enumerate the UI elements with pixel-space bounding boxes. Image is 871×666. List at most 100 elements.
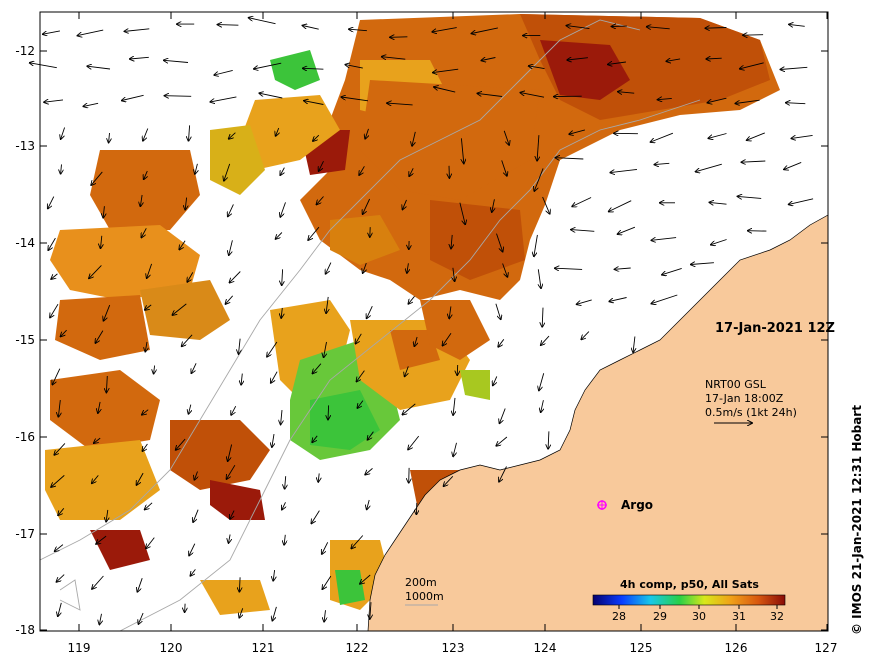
current-vector (91, 171, 103, 185)
current-vector (164, 60, 189, 62)
y-axis: -12 -13 -14 -15 -16 -17 -18 (15, 44, 828, 637)
current-vector (541, 335, 550, 345)
current-vector (577, 299, 592, 304)
current-vector (365, 468, 373, 474)
x-tick: 122 (346, 12, 368, 655)
current-vector (230, 510, 235, 519)
x-tick: 126 (725, 12, 747, 655)
current-vector (57, 574, 65, 582)
land-mass (367, 214, 828, 631)
current-vector (572, 197, 592, 207)
x-tick: 120 (160, 12, 182, 655)
colorbar-tick: 31 (732, 605, 746, 623)
current-vector (743, 35, 764, 36)
current-vector (230, 271, 241, 283)
current-vector (789, 198, 814, 205)
current-vector (789, 24, 805, 26)
current-vector (539, 373, 545, 390)
current-vector (786, 103, 806, 104)
current-vector (708, 133, 727, 139)
current-vector (610, 169, 637, 173)
current-vector (229, 240, 233, 255)
current-vector (662, 267, 682, 274)
current-vector (647, 27, 670, 29)
current-vector (106, 375, 107, 392)
current-vector (142, 409, 149, 415)
current-vector (459, 202, 465, 225)
current-vector (226, 295, 234, 304)
current-vector (145, 341, 147, 352)
current-vector (387, 103, 413, 105)
current-vector (324, 610, 325, 621)
current-vector (618, 92, 635, 94)
current-vector (403, 199, 407, 210)
current-vector (172, 303, 187, 315)
current-vector (567, 26, 590, 30)
x-tick-label: 127 (815, 641, 838, 655)
current-vector (145, 502, 153, 510)
current-vector (651, 294, 678, 304)
current-vector (367, 499, 370, 509)
current-vector (498, 339, 505, 347)
current-vector (502, 263, 508, 277)
current-vector (218, 25, 239, 26)
current-vector (691, 263, 714, 265)
current-vector (229, 132, 236, 139)
y-tick: -16 (15, 430, 828, 444)
current-vector (280, 167, 284, 176)
current-vector (224, 163, 231, 181)
current-vector (351, 535, 364, 549)
current-legend: NRT00 GSL 17-Jan 18:00Z 0.5m/s (1kt 24h) (705, 378, 797, 423)
current-vector (195, 163, 198, 174)
y-tick-label: -13 (15, 139, 35, 153)
current-vector (231, 405, 237, 415)
current-vector (408, 296, 415, 304)
current-vector (282, 269, 283, 285)
current-vector (285, 476, 286, 489)
current-vector (44, 100, 64, 102)
current-vector (51, 273, 58, 279)
current-vector (78, 29, 104, 35)
current-vector (228, 204, 234, 216)
current-vector (492, 199, 495, 212)
current-vector (408, 435, 420, 449)
current-vector (618, 226, 636, 234)
x-tick: 121 (252, 12, 274, 655)
current-vector (503, 130, 509, 145)
current-vector (363, 262, 367, 273)
current-vector (241, 373, 242, 385)
current-vector (738, 196, 762, 198)
current-vector (324, 341, 327, 357)
current-vector (303, 26, 319, 30)
date-label: 17-Jan-2021 12Z (715, 321, 835, 336)
current-vector (317, 196, 324, 205)
y-tick-label: -18 (15, 623, 35, 637)
current-vector (137, 472, 144, 485)
current-vector (658, 98, 672, 99)
current-vector (457, 364, 458, 375)
colorbar-tick-label: 29 (653, 610, 667, 623)
current-vector (95, 330, 104, 343)
current-vector (500, 408, 506, 424)
current-vector (363, 198, 371, 214)
current-vector (499, 466, 507, 482)
current-vector (453, 397, 455, 415)
current-vector (520, 93, 545, 98)
current-vector (308, 226, 320, 240)
plot-frame (39, 11, 829, 632)
current-vector (193, 509, 199, 522)
current-vector (272, 434, 274, 447)
current-vector (182, 334, 193, 347)
current-vector (276, 127, 279, 136)
x-tick: 127 (815, 12, 838, 655)
y-tick: -15 (15, 333, 828, 347)
current-vector (496, 233, 503, 252)
current-vector (282, 502, 286, 509)
current-vector (83, 103, 99, 106)
y-tick-label: -12 (15, 44, 35, 58)
current-vector (138, 612, 144, 624)
x-tick-label: 119 (68, 641, 91, 655)
current-vector (142, 443, 148, 451)
current-vector (87, 66, 111, 70)
current-vector (326, 296, 328, 313)
